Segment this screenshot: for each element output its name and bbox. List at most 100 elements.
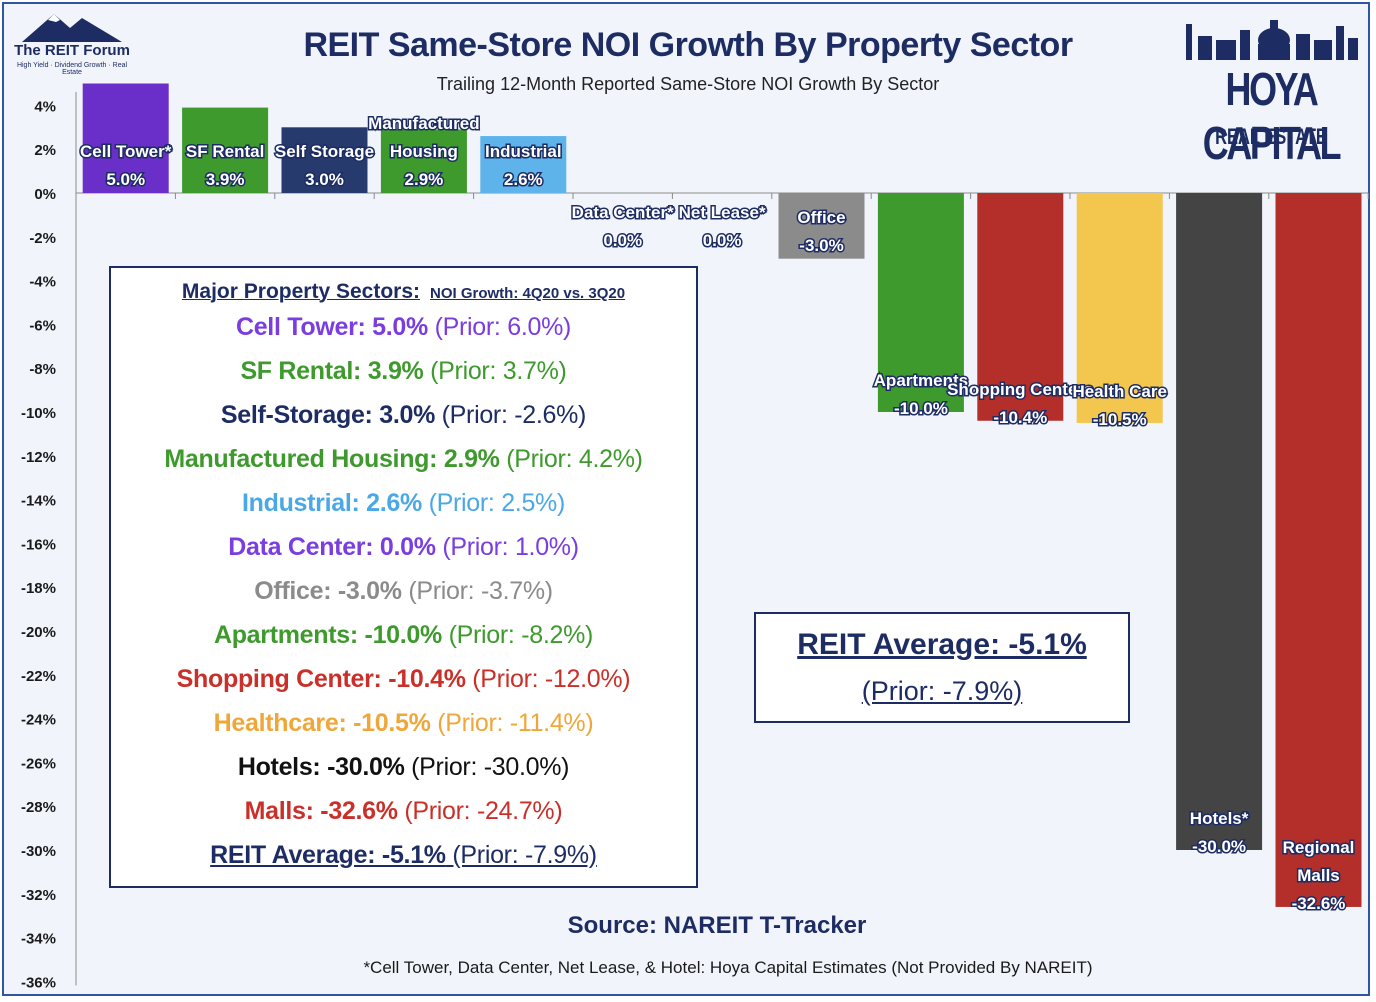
sector-row: Industrial: 2.6% (Prior: 2.5%) (111, 489, 696, 518)
bar-value-label: 2.6% (504, 170, 543, 189)
mountain-icon (22, 14, 122, 42)
sector-row-value: REIT Average: -5.1% (210, 841, 446, 869)
y-tick-label: -34% (21, 931, 56, 948)
bar (182, 107, 269, 193)
y-tick-label: -2% (29, 230, 56, 247)
bar-category-label: Housing (390, 142, 458, 161)
reit-average-box: REIT Average: -5.1% (Prior: -7.9%) (754, 612, 1130, 723)
y-tick-label: -16% (21, 536, 56, 553)
bar (480, 136, 567, 193)
sector-row-value: Cell Tower: 5.0% (235, 313, 428, 341)
y-tick-label: -24% (21, 712, 56, 729)
sector-row-value: Data Center: 0.0% (228, 533, 436, 561)
sector-row: Malls: -32.6% (Prior: -24.7%) (111, 797, 696, 826)
source-note: Source: NAREIT T-Tracker (567, 912, 867, 939)
bar-category-label: Manufactured (368, 114, 479, 133)
footnote: *Cell Tower, Data Center, Net Lease, & H… (363, 958, 1093, 977)
y-tick-label: -36% (21, 974, 56, 991)
bars-group (82, 83, 1362, 907)
reit-average-prior: (Prior: -7.9%) (861, 676, 1023, 706)
skyline-icon (1186, 20, 1358, 60)
bar-category-label: Malls (1297, 866, 1340, 885)
bar (1275, 193, 1362, 907)
y-tick-label: -6% (29, 317, 56, 334)
sector-row-value: Healthcare: -10.5% (213, 709, 431, 737)
bar-category-label: Self Storage (275, 142, 374, 161)
y-tick-label: -14% (21, 493, 56, 510)
bar (1176, 193, 1263, 850)
y-tick-label: 2% (34, 142, 56, 159)
hoya-capital-logo: HOYA CAPITAL REAL ESTATE (1176, 10, 1366, 169)
sector-row-value: SF Rental: 3.9% (240, 357, 424, 385)
bar-category-label: Shopping Centers (947, 380, 1093, 399)
sector-row-prior: (Prior: 2.5%) (421, 489, 566, 517)
bar-value-label: -10.5% (1093, 410, 1147, 429)
bar-category-label: Regional (1283, 838, 1355, 857)
sector-row-value: Hotels: -30.0% (237, 753, 405, 781)
sector-row: Data Center: 0.0% (Prior: 1.0%) (111, 533, 696, 562)
bar-value-label: 0.0% (603, 231, 642, 250)
sector-row-prior: (Prior: -8.2%) (441, 621, 594, 649)
y-tick-label: -20% (21, 624, 56, 641)
sector-row: Apartments: -10.0% (Prior: -8.2%) (111, 621, 696, 650)
sector-row-value: Industrial: 2.6% (241, 489, 422, 517)
sector-row: REIT Average: -5.1% (Prior: -7.9%) (111, 841, 696, 870)
y-tick-label: 4% (34, 98, 56, 115)
bar-category-label: Cell Tower* (80, 142, 172, 161)
bar-category-label: Health Care (1072, 382, 1166, 401)
bar-category-label: Hotels* (1190, 809, 1249, 828)
bar-labels-group: Cell Tower* 5.0% SF Rental 3.9% Self Storage… (79, 113, 1356, 915)
bar (877, 193, 964, 412)
bar-category-label: Apartments (874, 371, 968, 390)
y-tick-label: 0% (34, 186, 56, 203)
bar-category-label: SF Rental (186, 142, 264, 161)
y-tick-label: -32% (21, 887, 56, 904)
sector-row: Healthcare: -10.5% (Prior: -11.4%) (111, 709, 696, 738)
sector-row-prior: (Prior: 6.0%) (427, 313, 572, 341)
sector-row-prior: (Prior: -30.0%) (404, 753, 570, 781)
sector-row-value: Shopping Center: -10.4% (176, 665, 466, 693)
sector-row-prior: (Prior: -12.0%) (465, 665, 631, 693)
major-sectors-panel: Major Property Sectors: NOI Growth: 4Q20 … (109, 266, 698, 888)
y-tick-label: -26% (21, 755, 56, 772)
chart-subtitle: Trailing 12-Month Reported Same-Store NO… (436, 74, 940, 94)
sector-row-prior: (Prior: -2.6%) (435, 401, 587, 429)
bar-category-label: Industrial (485, 142, 562, 161)
sector-row: Manufactured Housing: 2.9% (Prior: 4.2%) (111, 445, 696, 474)
bar-value-label: -3.0% (799, 236, 843, 255)
y-tick-label: -4% (29, 274, 56, 291)
sector-row-value: Office: -3.0% (254, 577, 402, 605)
y-tick-label: -30% (21, 843, 56, 860)
reit-average-value: REIT Average: -5.1% (797, 628, 1087, 661)
sector-row-prior: (Prior: -3.7%) (401, 577, 553, 605)
bar (380, 129, 467, 193)
sector-row-prior: (Prior: -7.9%) (445, 841, 597, 869)
sector-row-prior: (Prior: 4.2%) (499, 445, 643, 473)
chart-title: REIT Same-Store NOI Growth By Property S… (303, 26, 1073, 64)
sector-row: Cell Tower: 5.0% (Prior: 6.0%) (111, 313, 696, 342)
y-tick-label: -8% (29, 361, 56, 378)
sector-row-prior: (Prior: 1.0%) (435, 533, 579, 561)
y-tick-label: -18% (21, 580, 56, 597)
bar (82, 83, 169, 193)
sector-row-value: Malls: -32.6% (244, 797, 398, 825)
bar (1076, 193, 1163, 423)
reit-forum-logo: The REIT Forum High Yield · Dividend Gro… (12, 8, 132, 76)
hoya-capital-name: HOYA CAPITAL (1202, 63, 1342, 169)
sector-row-prior: (Prior: 3.7%) (423, 357, 567, 385)
bar-category-label: Data Center* (572, 203, 674, 222)
sector-row-value: Self-Storage: 3.0% (220, 401, 435, 429)
bar (778, 193, 865, 259)
bar-value-label: 3.0% (305, 170, 344, 189)
sector-row: Self-Storage: 3.0% (Prior: -2.6%) (111, 401, 696, 430)
bar (281, 127, 368, 193)
reit-forum-name: The REIT Forum (14, 42, 130, 59)
y-axis: 4% 2% 0% -2% -4% -6% -8% -10% -12% -14% -16% -18% -2… (21, 92, 1369, 991)
sectors-panel-header: Major Property Sectors: NOI Growth: 4Q20 … (111, 280, 696, 304)
y-tick-label: -10% (21, 405, 56, 422)
bar-value-label: -32.6% (1292, 894, 1346, 913)
bar-value-label: -30.0% (1192, 837, 1246, 856)
sectors-header-main: Major Property Sectors: (181, 280, 420, 303)
sector-row: Office: -3.0% (Prior: -3.7%) (111, 577, 696, 606)
